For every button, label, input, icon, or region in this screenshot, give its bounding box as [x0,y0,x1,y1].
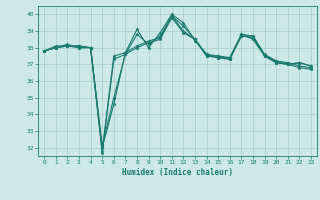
X-axis label: Humidex (Indice chaleur): Humidex (Indice chaleur) [122,168,233,177]
